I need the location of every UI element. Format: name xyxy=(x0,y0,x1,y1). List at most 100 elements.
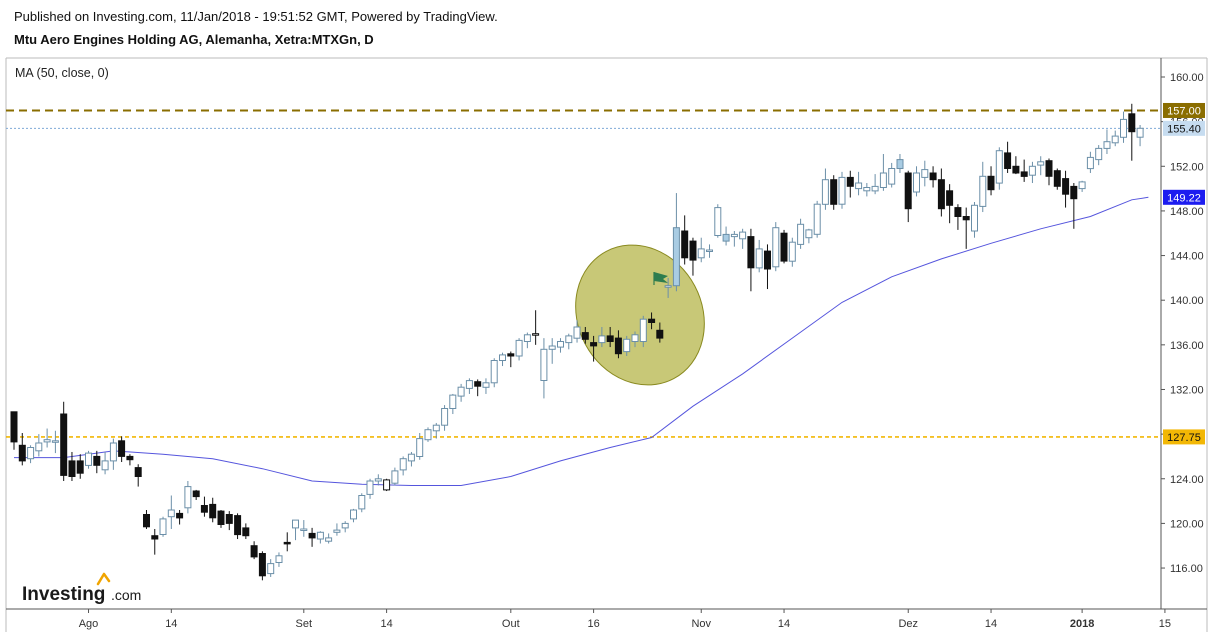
candle-body xyxy=(515,339,523,357)
candle-body xyxy=(134,467,142,478)
candle xyxy=(184,480,192,514)
candle xyxy=(573,320,581,343)
candle-body xyxy=(863,187,871,192)
candle xyxy=(772,222,780,272)
candle-body xyxy=(316,531,324,540)
candle xyxy=(581,326,589,344)
candle xyxy=(913,166,920,197)
candle-body xyxy=(159,518,167,536)
logo-swoosh-icon xyxy=(96,572,111,586)
candle-body xyxy=(1062,178,1070,195)
candle-body xyxy=(449,394,457,410)
candle xyxy=(1128,103,1136,161)
candle-body xyxy=(416,438,424,458)
candle-body xyxy=(888,168,896,185)
candle-body xyxy=(639,318,647,343)
candle xyxy=(788,237,796,267)
candle xyxy=(557,338,564,353)
candle xyxy=(896,154,904,173)
candle xyxy=(457,383,465,402)
candle-body xyxy=(490,360,498,384)
candle xyxy=(722,226,730,246)
candle-body xyxy=(614,337,622,355)
y-tick-label: 148.00 xyxy=(1170,206,1204,218)
candle xyxy=(1004,141,1012,173)
x-tick-label: 14 xyxy=(985,618,997,630)
candle-body xyxy=(209,503,217,519)
candle xyxy=(250,541,258,560)
candle xyxy=(18,433,26,466)
price-tag-ma-bg xyxy=(1163,189,1205,205)
candle-body xyxy=(714,207,722,237)
candle-body xyxy=(184,486,192,509)
candle-body xyxy=(573,326,581,339)
candle-body xyxy=(523,334,531,342)
candle-body xyxy=(962,216,970,221)
candle xyxy=(590,335,598,362)
candle-body xyxy=(366,480,374,495)
candle xyxy=(499,352,506,367)
candle xyxy=(1086,151,1094,173)
published-info: Published on Investing.com, 11/Jan/2018 … xyxy=(14,9,498,24)
candle-body xyxy=(813,203,821,235)
candle xyxy=(341,521,349,533)
candle xyxy=(242,523,250,540)
candle-body xyxy=(623,338,631,353)
candle xyxy=(1078,180,1086,192)
candle xyxy=(1037,156,1045,176)
candle-body xyxy=(681,230,689,259)
candle xyxy=(548,338,556,364)
highlight-ellipse xyxy=(575,244,705,386)
candle xyxy=(209,497,217,523)
candle-body xyxy=(283,541,291,545)
candle-body xyxy=(432,424,440,432)
candle xyxy=(267,559,275,577)
candle xyxy=(217,510,225,528)
candle-body xyxy=(68,460,76,477)
candle-body xyxy=(540,348,548,381)
candle-body xyxy=(689,240,697,261)
candle-body xyxy=(457,386,465,397)
candle-body xyxy=(780,232,788,262)
candle-body xyxy=(590,342,598,347)
candle xyxy=(283,532,291,552)
candle xyxy=(118,436,126,463)
candle xyxy=(631,331,639,348)
candle xyxy=(432,422,440,439)
candle-body xyxy=(946,190,954,206)
candle xyxy=(366,478,374,499)
candle xyxy=(697,237,705,263)
y-tick-label: 152.00 xyxy=(1170,161,1204,173)
candle-body xyxy=(300,528,308,531)
candle-body xyxy=(325,537,333,542)
candle-body xyxy=(1120,118,1127,138)
price-tag-127-bg xyxy=(1163,429,1205,445)
candle-body xyxy=(830,179,838,205)
x-tick-label: 14 xyxy=(778,618,790,630)
candle-body xyxy=(656,329,664,339)
candle xyxy=(474,379,482,397)
candle-body xyxy=(937,179,945,210)
candle-body xyxy=(176,512,184,519)
candle-body xyxy=(374,478,382,482)
investing-logo: Investing .com xyxy=(22,572,141,605)
candle xyxy=(706,244,713,258)
candle xyxy=(747,228,755,292)
candle-body xyxy=(93,455,101,466)
candle xyxy=(797,218,805,249)
candle xyxy=(76,454,84,479)
candle xyxy=(979,161,987,213)
candle-body xyxy=(167,509,175,518)
candle-body xyxy=(18,444,26,462)
candle xyxy=(623,335,631,356)
candle xyxy=(333,523,341,536)
candle-body xyxy=(192,490,200,498)
candle-body xyxy=(664,285,672,288)
candle xyxy=(714,204,722,238)
candle xyxy=(126,454,134,466)
candle xyxy=(60,401,68,481)
y-tick-label: 160.00 xyxy=(1170,72,1204,84)
candle-body xyxy=(234,515,242,536)
candle-body xyxy=(532,333,540,336)
